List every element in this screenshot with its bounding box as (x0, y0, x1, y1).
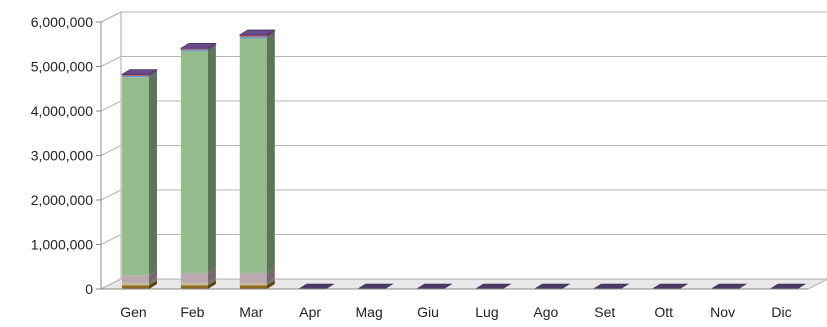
bar-stack-mar (238, 29, 276, 289)
gridline-side (100, 11, 122, 23)
bar-segment-side (266, 280, 275, 289)
x-tick-label: Giu (417, 304, 439, 320)
bar-segment-side (266, 31, 275, 39)
y-tick-label: 0 (85, 281, 93, 297)
bar-segment-side (207, 46, 216, 273)
y-tick-label: 2,000,000 (31, 192, 93, 208)
x-tick-label: Set (594, 304, 615, 320)
bar-segment (239, 272, 267, 283)
x-tick-label: Nov (710, 304, 735, 320)
bar-segment-side (266, 30, 275, 37)
bar-segment (121, 275, 149, 283)
x-tick-label: Mar (239, 304, 263, 320)
gridline-side (100, 234, 122, 245)
gridline-side (100, 145, 122, 156)
gridline-side (100, 189, 122, 201)
y-tick-label: 3,000,000 (31, 148, 93, 164)
bar-segment-side (148, 270, 157, 283)
bar-segment (121, 282, 149, 286)
bar-segment-side (148, 277, 157, 286)
bar-stack-gen (120, 69, 159, 289)
bar-segment-side (266, 277, 275, 286)
bar-segment-side (207, 43, 216, 50)
bar-segment (180, 48, 208, 50)
bar-stack-feb (179, 42, 217, 289)
bar-segment (121, 75, 149, 78)
x-tick-label: Ott (654, 304, 673, 320)
bar-segment-side (207, 44, 216, 52)
bar-segment (121, 77, 149, 276)
y-tick-label: 1,000,000 (31, 237, 93, 253)
gridline-side (100, 56, 122, 67)
bar-segment-side (148, 70, 157, 78)
y-tick-label: 6,000,000 (31, 14, 93, 30)
x-tick-label: Mag (356, 304, 383, 320)
x-tick-label: Apr (299, 304, 321, 320)
bar-top (238, 29, 276, 36)
bar-segment-side (207, 277, 216, 286)
bar-segment-side (266, 33, 275, 273)
bar-segment-side (207, 267, 216, 283)
bar-segment (180, 49, 208, 52)
bar-top (120, 69, 159, 75)
bar-segment (239, 36, 267, 39)
bar-segment-side (207, 280, 216, 289)
bar-segment (180, 51, 208, 273)
bar-segment (121, 74, 149, 76)
bar-segment (180, 285, 208, 289)
bar-segment (239, 38, 267, 273)
bar-segment (180, 282, 208, 286)
x-tick-label: Feb (180, 304, 204, 320)
bar-segment-side (266, 267, 275, 283)
x-tick-label: Lug (475, 304, 498, 320)
bar-segment-side (148, 69, 157, 76)
gridline-side (100, 100, 122, 112)
x-tick-label: Gen (120, 304, 146, 320)
bar-segment (180, 272, 208, 283)
bar-segment (239, 35, 267, 37)
x-tick-label: Dic (771, 304, 791, 320)
bar-segment (121, 285, 149, 289)
bar-segment (239, 285, 267, 289)
bar-segment-side (148, 72, 157, 276)
y-tick-label: 5,000,000 (31, 59, 93, 75)
bar-segment-side (148, 280, 157, 289)
bar-segment (239, 282, 267, 286)
x-tick-label: Ago (533, 304, 558, 320)
y-tick-label: 4,000,000 (31, 103, 93, 119)
bar-top (179, 42, 217, 49)
